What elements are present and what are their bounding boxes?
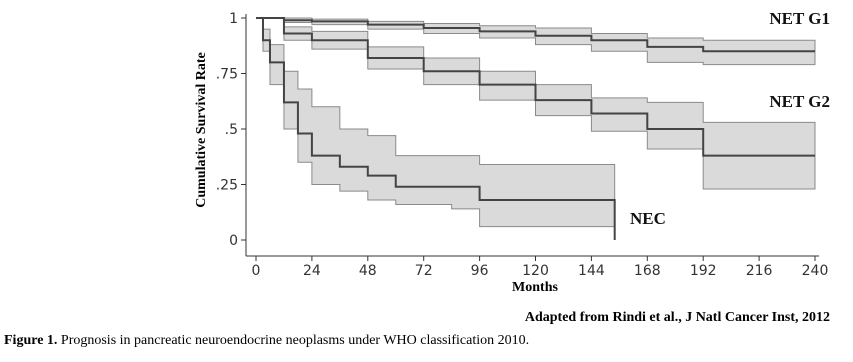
x-tick-label: 144 [578, 263, 605, 279]
series-label: NEC [630, 209, 666, 228]
y-tick-label: .25 [216, 178, 238, 194]
x-tick-label: 216 [746, 263, 773, 279]
y-tick-label: 0 [229, 233, 238, 249]
x-tick-label: 0 [252, 263, 261, 279]
x-tick-label: 120 [522, 263, 549, 279]
y-axis-label: Cumulative Survival Rate [194, 52, 209, 208]
caption: Figure 1. Prognosis in pancreatic neuroe… [4, 333, 529, 348]
y-tick-label: 1 [229, 11, 238, 27]
caption-label: Figure 1. [4, 333, 57, 348]
x-tick-label: 96 [471, 263, 489, 279]
x-tick-label: 48 [359, 263, 377, 279]
confidence-band [256, 17, 616, 228]
x-tick-label: 168 [634, 263, 661, 279]
survival-line [256, 17, 815, 157]
caption-text: Prognosis in pancreatic neuroendocrine n… [61, 333, 529, 348]
confidence-band [256, 17, 816, 66]
series-label: NET G2 [769, 92, 830, 111]
x-tick-label: 192 [690, 263, 717, 279]
x-tick-label: 24 [303, 263, 321, 279]
x-tick-label: 72 [415, 263, 433, 279]
y-tick-label: .5 [225, 122, 238, 138]
survival-line [256, 17, 815, 53]
x-axis-label: Months [512, 280, 558, 295]
source: Adapted from Rindi et al., J Natl Cancer… [525, 310, 830, 325]
x-tick-label: 240 [802, 263, 829, 279]
y-tick-label: .75 [216, 67, 238, 83]
series-label: NET G1 [769, 9, 830, 28]
survival-line [256, 17, 616, 240]
